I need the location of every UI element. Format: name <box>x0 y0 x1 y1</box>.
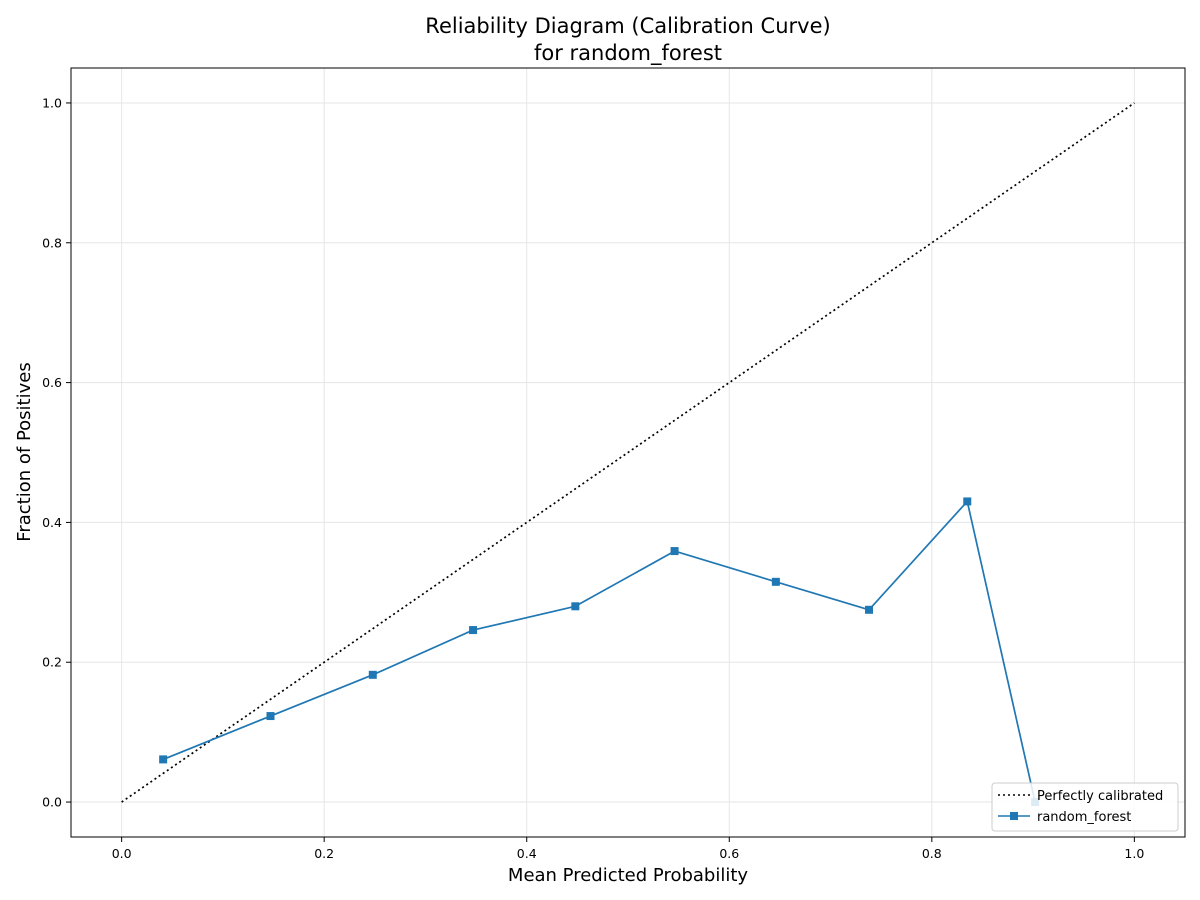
series-layer <box>121 102 1135 807</box>
y-tick-label: 1.0 <box>42 95 62 110</box>
tick-layer: 0.0 0.2 0.4 0.6 0.8 1.0 0.0 0.2 0.4 0.6 0.8 1.0 <box>42 95 1144 861</box>
x-tick-label: 0.6 <box>719 846 739 861</box>
x-tick-label: 0.8 <box>922 846 942 861</box>
chart-subtitle: for random_forest <box>534 41 722 66</box>
x-tick-label: 0.0 <box>112 846 132 861</box>
chart-title: Reliability Diagram (Calibration Curve) <box>425 14 830 38</box>
y-tick-label: 0.0 <box>42 795 62 810</box>
legend-label-perfect: Perfectly calibrated <box>1037 789 1163 804</box>
x-axis-title: Mean Predicted Probability <box>508 865 748 886</box>
grid-layer <box>71 68 1185 837</box>
data-point-random-forest <box>266 712 275 721</box>
y-tick-label: 0.2 <box>42 655 62 670</box>
y-tick-label: 0.8 <box>42 235 62 250</box>
data-point-random-forest <box>865 605 874 614</box>
x-tick-label: 1.0 <box>1124 846 1144 861</box>
series-line-random-forest <box>162 500 1036 803</box>
y-tick-label: 0.6 <box>42 375 62 390</box>
data-point-random-forest <box>571 602 580 611</box>
data-point-random-forest <box>963 497 972 506</box>
legend-box <box>991 782 1179 832</box>
y-axis-title: Fraction of Positives <box>14 362 35 541</box>
data-point-random-forest <box>368 670 377 679</box>
data-point-random-forest <box>159 755 168 764</box>
legend-marker-random-forest <box>1010 812 1018 820</box>
x-tick-label: 0.4 <box>517 846 537 861</box>
legend: Perfectly calibrated random_forest <box>991 782 1179 832</box>
data-point-random-forest <box>670 547 679 556</box>
y-tick-label: 0.4 <box>42 515 62 530</box>
series-line-perfectly-calibrated <box>121 102 1135 803</box>
plot-frame <box>70 67 1186 838</box>
data-point-random-forest <box>469 626 478 635</box>
x-tick-label: 0.2 <box>314 846 334 861</box>
data-point-random-forest <box>771 577 780 586</box>
legend-label-random-forest: random_forest <box>1037 810 1131 825</box>
